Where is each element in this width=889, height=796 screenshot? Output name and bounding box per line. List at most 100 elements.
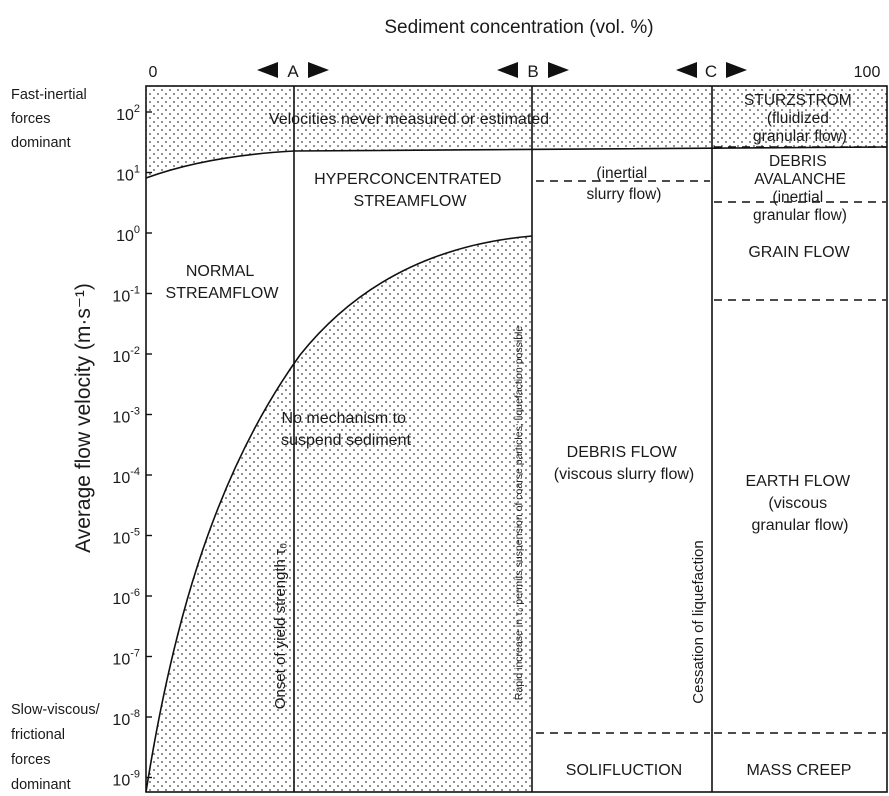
y-tick-exponent: -3 — [130, 406, 140, 418]
slow-viscous-note-line: forces — [11, 752, 51, 768]
marker-a-right-arrow-icon — [308, 62, 329, 78]
fast-inertial-note-line: forces — [11, 111, 51, 127]
inertial-slurry-label: (inertial slurry flow) — [587, 165, 662, 203]
rapid-increase-label: Rapid increase in τ₀ permits suspension … — [513, 326, 525, 701]
y-tick-base: 10 — [112, 712, 130, 729]
y-tick-label: 100 — [116, 224, 140, 245]
fast-inertial-note-line: dominant — [11, 135, 71, 151]
marker-a: A — [257, 62, 329, 81]
sturzstrom-line: (fluidized — [767, 110, 829, 127]
y-tick-exponent: -1 — [130, 285, 140, 297]
y-tick-label: 10-1 — [112, 285, 140, 306]
marker-c-letter: C — [705, 62, 717, 81]
mass-creep-label: MASS CREEP — [747, 762, 852, 779]
y-tick-label: 10-4 — [112, 466, 140, 487]
marker-c-left-arrow-icon — [676, 62, 697, 78]
marker-b-right-arrow-icon — [548, 62, 569, 78]
y-tick-exponent: -4 — [130, 466, 140, 478]
y-tick-base: 10 — [112, 773, 130, 790]
debris-avalanche-line: AVALANCHE — [754, 171, 846, 188]
left-axis-ticks: 10210110010-110-210-310-410-510-610-710-… — [112, 103, 152, 790]
onset-yield-label: Onset of yield strength τ₀ — [272, 543, 289, 709]
y-tick-label: 10-6 — [112, 587, 140, 608]
debris-avalanche-label: DEBRIS AVALANCHE — [754, 153, 846, 188]
marker-b: B — [497, 62, 569, 81]
inertial-granular-label: (inertial granular flow) — [753, 189, 847, 224]
sturzstrom-line: granular flow) — [753, 128, 847, 145]
hyperconcentrated-line: STREAMFLOW — [354, 193, 468, 210]
y-tick-label: 10-7 — [112, 648, 140, 669]
marker-c: C — [676, 62, 747, 81]
debris-avalanche-line: DEBRIS — [769, 153, 827, 170]
marker-b-left-arrow-icon — [497, 62, 518, 78]
no-mechanism-line: No mechanism to — [282, 410, 407, 427]
debris-flow-line: DEBRIS FLOW — [567, 444, 678, 461]
y-tick-exponent: -6 — [130, 587, 140, 599]
y-tick-exponent: -7 — [130, 648, 140, 660]
marker-b-letter: B — [527, 62, 538, 81]
top-axis-title: Sediment concentration (vol. %) — [384, 17, 653, 38]
y-tick-base: 10 — [112, 652, 130, 669]
marker-a-letter: A — [287, 62, 299, 81]
fast-inertial-note-line: Fast-inertial — [11, 87, 87, 103]
left-axis-title: Average flow velocity (m·s⁻¹) — [72, 283, 95, 553]
slow-viscous-note-line: Slow-viscous/ — [11, 702, 101, 718]
hyperconcentrated-label: HYPERCONCENTRATED STREAMFLOW — [314, 171, 506, 210]
normal-streamflow-line: NORMAL — [186, 263, 255, 280]
y-tick-exponent: 1 — [134, 164, 140, 176]
hyperconcentrated-line: HYPERCONCENTRATED — [314, 171, 501, 188]
y-tick-base: 10 — [112, 470, 130, 487]
y-tick-base: 10 — [112, 410, 130, 427]
y-tick-base: 10 — [116, 168, 134, 185]
never-measured-label: Velocities never measured or estimated — [269, 111, 549, 128]
y-tick-exponent: 0 — [134, 224, 140, 236]
y-tick-base: 10 — [112, 349, 130, 366]
grain-flow-label: GRAIN FLOW — [748, 244, 850, 261]
inertial-granular-line: (inertial — [772, 189, 823, 206]
y-tick-exponent: -2 — [130, 345, 140, 357]
no-mechanism-stipple — [146, 236, 532, 792]
no-mechanism-line: suspend sediment — [281, 432, 411, 449]
y-tick-label: 10-3 — [112, 406, 140, 427]
y-tick-exponent: -9 — [130, 769, 140, 781]
earth-flow-line: (viscous — [768, 495, 827, 512]
sturzstrom-line: STURZSTROM — [744, 92, 852, 109]
y-tick-label: 102 — [116, 103, 140, 124]
debris-flow-line: (viscous slurry flow) — [554, 466, 694, 483]
sturzstrom-label: STURZSTROM (fluidized granular flow) — [744, 92, 856, 145]
upper-velocity-limit-curve — [145, 146, 888, 179]
no-mechanism-label: No mechanism to suspend sediment — [281, 410, 411, 449]
y-tick-exponent: -5 — [130, 527, 140, 539]
y-tick-exponent: -8 — [130, 708, 140, 720]
slow-viscous-note-line: frictional — [11, 727, 65, 743]
marker-c-right-arrow-icon — [726, 62, 747, 78]
y-tick-base: 10 — [116, 228, 134, 245]
never-measured-stipple — [146, 86, 887, 178]
cessation-label: Cessation of liquefaction — [690, 540, 707, 703]
top-axis-max-label: 100 — [854, 64, 881, 81]
debris-flow-label: DEBRIS FLOW (viscous slurry flow) — [554, 444, 694, 483]
normal-streamflow-label: NORMAL STREAMFLOW — [166, 263, 280, 302]
solifluction-label: SOLIFLUCTION — [566, 762, 682, 779]
y-tick-label: 10-9 — [112, 769, 140, 790]
y-tick-exponent: 2 — [134, 103, 140, 115]
slow-viscous-note-line: dominant — [11, 777, 71, 793]
y-tick-base: 10 — [116, 107, 134, 124]
earth-flow-line: granular flow) — [752, 517, 849, 534]
normal-streamflow-line: STREAMFLOW — [166, 285, 280, 302]
inertial-granular-line: granular flow) — [753, 207, 847, 224]
y-tick-base: 10 — [112, 591, 130, 608]
y-tick-base: 10 — [112, 289, 130, 306]
suspension-limit-curve — [145, 235, 533, 793]
inertial-slurry-line: (inertial — [596, 165, 647, 182]
earth-flow-line: EARTH FLOW — [745, 473, 851, 490]
earth-flow-label: EARTH FLOW (viscous granular flow) — [745, 473, 854, 534]
marker-a-left-arrow-icon — [257, 62, 278, 78]
y-tick-label: 10-8 — [112, 708, 140, 729]
top-axis-min-label: 0 — [149, 64, 158, 81]
fast-inertial-note: Fast-inertial forces dominant — [11, 87, 91, 151]
y-tick-base: 10 — [112, 531, 130, 548]
inertial-slurry-line: slurry flow) — [587, 186, 662, 203]
y-tick-label: 10-5 — [112, 527, 140, 548]
